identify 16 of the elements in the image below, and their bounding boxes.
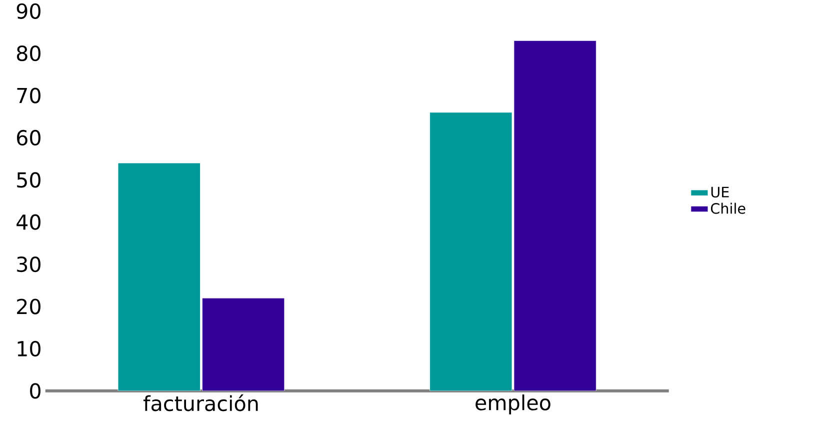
y-tick-label: 70 xyxy=(17,88,40,104)
y-tick-label: 40 xyxy=(16,214,40,230)
y-tick-label: 10 xyxy=(18,340,40,356)
y-tick-label: 80 xyxy=(16,45,40,61)
y-tick-label: 0 xyxy=(30,382,40,399)
y-tick-label: 30 xyxy=(17,256,40,272)
legend-label: UE xyxy=(711,186,729,198)
y-tick-label: 90 xyxy=(16,3,40,19)
y-tick-label: 60 xyxy=(16,130,40,146)
y-tick-label: 20 xyxy=(17,298,40,314)
bar xyxy=(430,112,512,391)
y-tick-label: 50 xyxy=(17,172,40,188)
x-tick-label: facturación xyxy=(143,394,258,412)
bar xyxy=(118,162,200,391)
x-tick-label: empleo xyxy=(476,394,550,414)
legend-label: Chile xyxy=(710,202,746,214)
